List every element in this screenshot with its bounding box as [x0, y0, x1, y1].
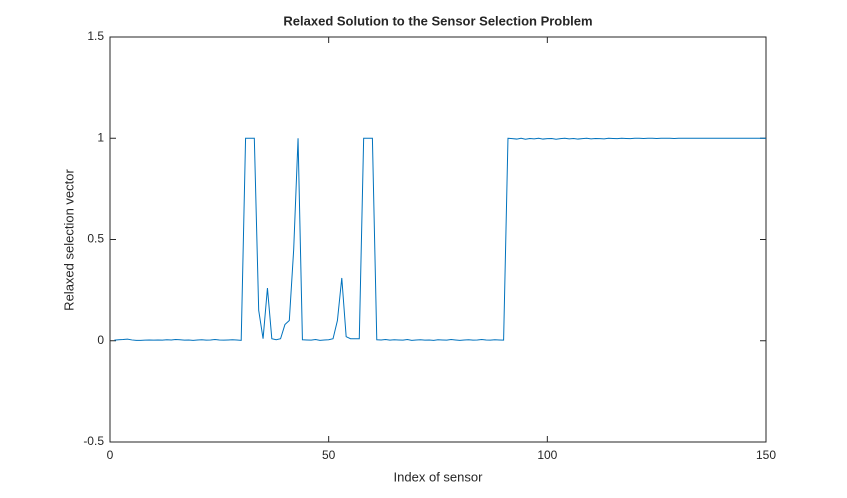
x-tick-label: 0 — [107, 448, 114, 462]
line — [114, 137, 766, 341]
y-tick-label: 0 — [97, 333, 104, 347]
y-tick-label: 1 — [97, 130, 104, 144]
plot-area — [109, 36, 767, 443]
y-tick-label: 1.5 — [87, 29, 104, 43]
x-axis-label: Index of sensor — [394, 469, 484, 484]
chart-title: Relaxed Solution to the Sensor Selection… — [283, 13, 592, 28]
x-tick-label: 50 — [322, 448, 336, 462]
y-axis-label: Relaxed selection vector — [61, 169, 76, 311]
x-tick-label: 100 — [537, 448, 557, 462]
y-tick-label: 0.5 — [87, 232, 104, 246]
x-tick-label: 150 — [756, 448, 776, 462]
y-tick-label: -0.5 — [83, 434, 104, 448]
